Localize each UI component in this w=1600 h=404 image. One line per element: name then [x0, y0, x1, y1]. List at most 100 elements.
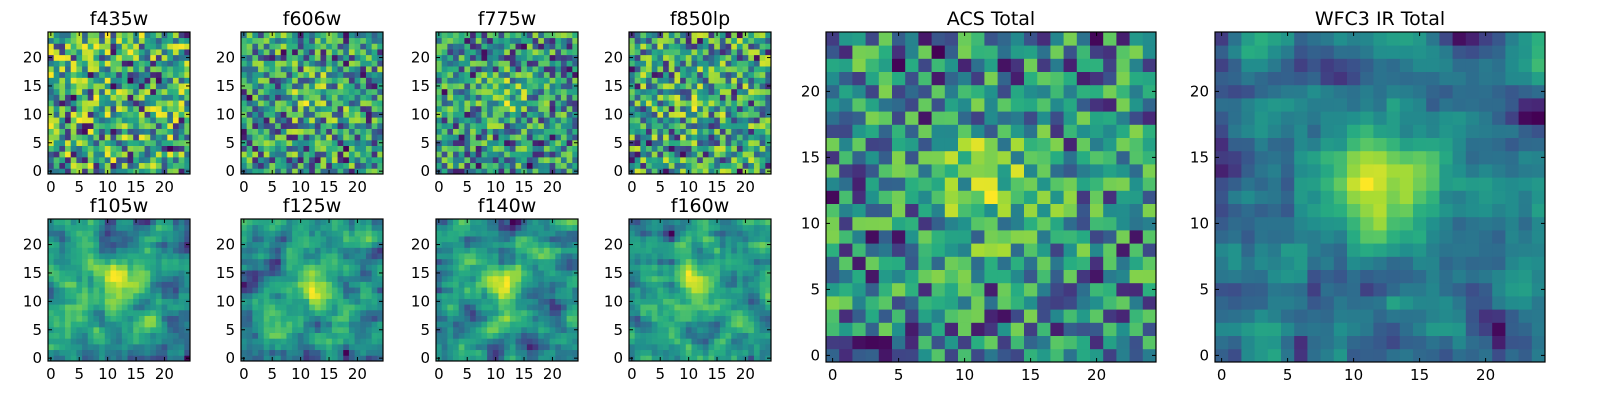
heatmap-cell	[510, 276, 516, 282]
heatmap-cell	[48, 230, 54, 236]
heatmap-cell	[167, 66, 173, 72]
heatmap-cell	[550, 117, 556, 123]
heatmap-cell	[179, 230, 185, 236]
heatmap-cell	[510, 333, 516, 339]
heatmap-cell	[459, 43, 465, 49]
heatmap-cell	[150, 338, 156, 344]
heatmap-cell	[258, 316, 264, 322]
heatmap-cell	[110, 89, 116, 95]
heatmap-cell	[360, 287, 366, 293]
heatmap-cell	[338, 259, 344, 265]
heatmap-cell	[476, 236, 482, 242]
heatmap-cell	[122, 299, 128, 305]
heatmap-cell	[326, 49, 332, 55]
heatmap-cell	[162, 134, 168, 140]
heatmap-cell	[162, 304, 168, 310]
heatmap-cell	[550, 333, 556, 339]
heatmap-cell	[145, 38, 151, 44]
heatmap-cell	[326, 316, 332, 322]
heatmap-cell	[697, 163, 703, 169]
heatmap-cell	[269, 338, 275, 344]
heatmap-cell	[697, 299, 703, 305]
x-tick-label: 10	[486, 178, 505, 196]
heatmap-cell	[343, 72, 349, 78]
heatmap-cell	[493, 344, 499, 350]
heatmap-cell	[156, 38, 162, 44]
heatmap-cell	[516, 32, 522, 38]
heatmap-cell	[286, 83, 292, 89]
heatmap-cell	[635, 55, 641, 61]
heatmap-cell	[498, 55, 504, 61]
heatmap-cell	[275, 287, 281, 293]
heatmap-cell	[173, 338, 179, 344]
heatmap-cell	[674, 146, 680, 152]
heatmap-cell	[487, 321, 493, 327]
heatmap-cell	[167, 123, 173, 129]
heatmap-cell	[258, 236, 264, 242]
heatmap-cell	[366, 299, 372, 305]
heatmap-cell	[567, 100, 573, 106]
heatmap-cell	[714, 344, 720, 350]
heatmap-cell	[459, 287, 465, 293]
heatmap-cell	[247, 72, 253, 78]
heatmap-cell	[338, 112, 344, 118]
heatmap-cell	[82, 247, 88, 253]
heatmap-cell	[447, 219, 453, 225]
heatmap-cell	[538, 94, 544, 100]
heatmap-cell	[281, 83, 287, 89]
heatmap-cell	[110, 293, 116, 299]
heatmap-cell	[464, 321, 470, 327]
heatmap-cell	[760, 304, 766, 310]
heatmap-cell	[326, 350, 332, 356]
heatmap-cell	[173, 247, 179, 253]
heatmap-cell	[122, 338, 128, 344]
heatmap-cell	[241, 106, 247, 112]
heatmap-cell	[652, 60, 658, 66]
heatmap-cell	[54, 77, 60, 83]
heatmap-cell	[110, 242, 116, 248]
heatmap-cell	[167, 151, 173, 157]
heatmap-cell	[241, 259, 247, 265]
heatmap-cell	[150, 38, 156, 44]
heatmap-cell	[663, 32, 669, 38]
heatmap-cell	[76, 333, 82, 339]
heatmap-cell	[269, 304, 275, 310]
heatmap-cell	[697, 32, 703, 38]
heatmap-cell	[561, 77, 567, 83]
heatmap-cell	[82, 225, 88, 231]
heatmap-cell	[133, 230, 139, 236]
heatmap-cell	[703, 83, 709, 89]
heatmap-cell	[122, 264, 128, 270]
heatmap-cell	[150, 327, 156, 333]
heatmap-cell	[275, 344, 281, 350]
heatmap-cell	[338, 293, 344, 299]
heatmap-cell	[355, 151, 361, 157]
heatmap-cell	[629, 72, 635, 78]
heatmap-cell	[71, 316, 77, 322]
heatmap-cell	[338, 247, 344, 253]
heatmap-cell	[686, 321, 692, 327]
heatmap-cell	[538, 247, 544, 253]
heatmap-cell	[258, 32, 264, 38]
heatmap-cell	[464, 94, 470, 100]
heatmap-cell	[315, 100, 321, 106]
heatmap-cell	[487, 350, 493, 356]
heatmap-cell	[122, 259, 128, 265]
heatmap-cell	[674, 106, 680, 112]
heatmap-cell	[82, 140, 88, 146]
heatmap-cell	[332, 344, 338, 350]
heatmap-cell	[247, 270, 253, 276]
heatmap-cell	[703, 129, 709, 135]
heatmap-cell	[459, 66, 465, 72]
heatmap-cell	[281, 100, 287, 106]
heatmap-cell	[286, 100, 292, 106]
heatmap-cell	[470, 338, 476, 344]
heatmap-cell	[504, 333, 510, 339]
heatmap-cell	[54, 49, 60, 55]
heatmap-cell	[355, 43, 361, 49]
heatmap-cell	[122, 157, 128, 163]
heatmap-cell	[493, 38, 499, 44]
heatmap-cell	[150, 72, 156, 78]
heatmap-cell	[459, 112, 465, 118]
heatmap-cell	[731, 293, 737, 299]
